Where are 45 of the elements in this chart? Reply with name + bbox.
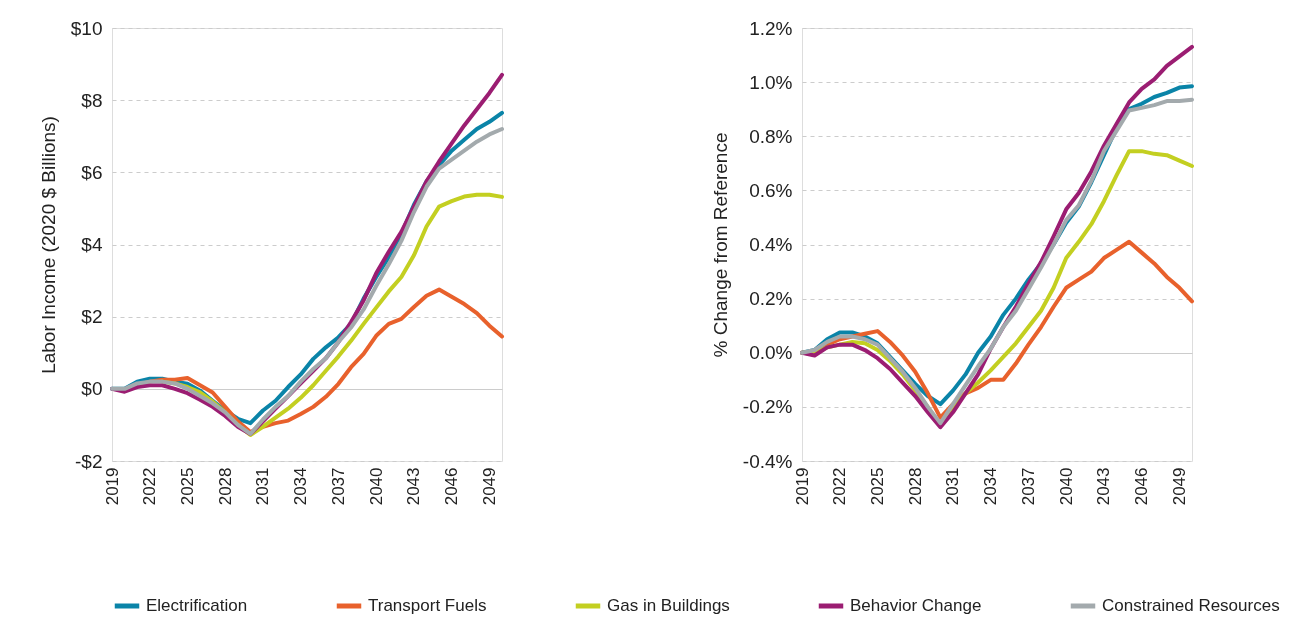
x-tick-label: 2034 [291, 467, 311, 506]
y-tick-label: 0.6% [749, 179, 793, 201]
x-tick-label: 2043 [404, 467, 424, 506]
y-axis-title: % Change from Reference [709, 132, 731, 358]
x-tick-label: 2037 [1018, 467, 1038, 506]
y-axis-title: Labor Income (2020 $ Billions) [37, 116, 59, 374]
y-tick-label: -$2 [75, 450, 103, 472]
x-tick-label: 2022 [830, 467, 850, 506]
x-tick-label: 2025 [177, 467, 197, 506]
legend-label: Transport Fuels [368, 596, 487, 615]
x-tick-label: 2031 [943, 467, 963, 506]
y-tick-label: 0.8% [749, 125, 793, 147]
y-tick-label: $2 [81, 306, 103, 328]
x-tick-label: 2022 [140, 467, 160, 506]
x-tick-label: 2028 [905, 467, 925, 506]
y-tick-label: $4 [81, 234, 103, 255]
x-tick-label: 2046 [442, 467, 462, 506]
y-tick-label: 0.4% [749, 234, 793, 255]
y-tick-label: 1.2% [749, 17, 793, 39]
x-tick-label: 2040 [1056, 467, 1076, 506]
x-tick-label: 2037 [328, 467, 348, 506]
x-tick-label: 2019 [102, 467, 122, 506]
y-tick-label: $10 [70, 17, 103, 39]
x-tick-label: 2019 [792, 467, 812, 506]
legend-label: Electrification [146, 596, 248, 615]
x-tick-label: 2040 [366, 467, 386, 506]
legend-label: Gas in Buildings [607, 596, 730, 615]
legend-label: Constrained Resources [1102, 596, 1280, 615]
x-tick-label: 2049 [1169, 467, 1189, 506]
x-tick-label: 2043 [1094, 467, 1114, 506]
x-tick-label: 2028 [215, 467, 235, 506]
y-tick-label: 0.2% [749, 288, 793, 310]
y-tick-label: 1.0% [749, 71, 793, 93]
y-tick-label: $6 [81, 161, 103, 183]
y-tick-label: -0.4% [742, 450, 793, 472]
x-tick-label: 2034 [981, 467, 1001, 506]
y-tick-label: $8 [81, 89, 103, 111]
y-tick-label: -0.2% [742, 396, 793, 418]
x-tick-label: 2031 [253, 467, 273, 506]
y-tick-label: $0 [81, 378, 103, 400]
legend-label: Behavior Change [850, 596, 982, 615]
x-tick-label: 2046 [1132, 467, 1152, 506]
x-tick-label: 2025 [867, 467, 887, 506]
x-tick-label: 2049 [479, 467, 499, 506]
y-tick-label: 0.0% [749, 342, 793, 364]
